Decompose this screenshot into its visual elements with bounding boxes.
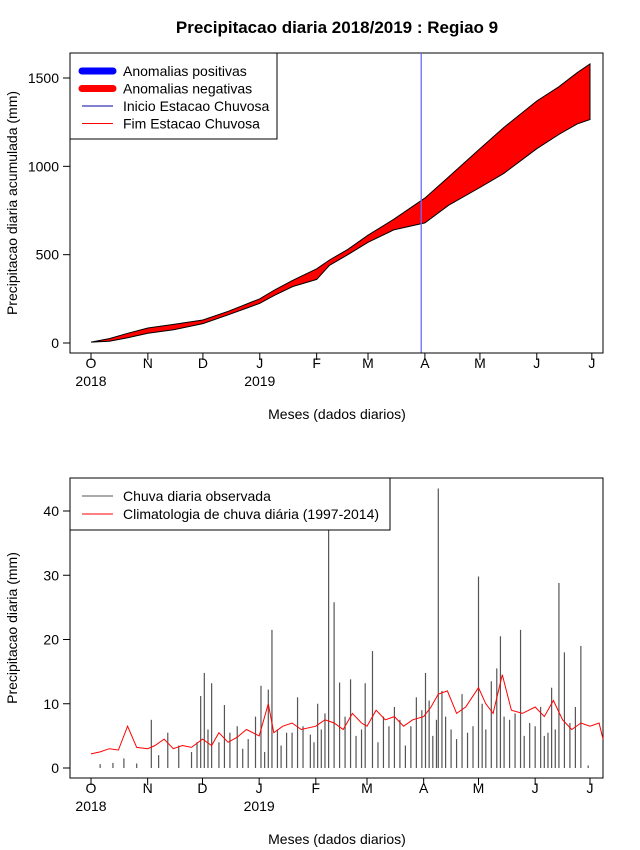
climatology-line-group xyxy=(90,674,604,755)
negative-anomaly-area xyxy=(90,62,591,343)
top-x-axis: O N D J F M A M J J 2018 2019 xyxy=(75,352,595,389)
top-panel: 0 500 1000 1500 O N D J F M A M J J 2018 2019 Precipit… xyxy=(4,52,604,422)
top-year-label: 2018 xyxy=(75,373,106,389)
top-y-axis: 0 500 1000 1500 xyxy=(28,70,71,351)
top-year-label: 2019 xyxy=(244,373,275,389)
bottom-year-label: 2018 xyxy=(75,798,106,814)
bottom-y-tick-label: 20 xyxy=(43,632,59,648)
top-x-tick-label: N xyxy=(143,355,153,371)
top-legend: Anomalias positivas Anomalias negativasIn… xyxy=(69,52,278,140)
bottom-x-axis-label: Meses (dados diarios) xyxy=(268,831,406,847)
bottom-y-axis: 0 10 20 30 40 xyxy=(43,503,71,776)
bottom-x-tick-label: M xyxy=(473,780,485,796)
top-y-tick-label: 1000 xyxy=(28,158,59,174)
top-y-tick-label: 1500 xyxy=(28,70,59,86)
top-x-tick-label: J xyxy=(588,355,595,371)
bottom-x-tick-label: M xyxy=(361,780,373,796)
bottom-panel: 0 10 20 30 40 O N D J F M A M J J 2018 2019 Precipitaca… xyxy=(4,477,604,847)
top-legend-label: Anomalias positivas xyxy=(123,63,247,79)
top-x-axis-label: Meses (dados diarios) xyxy=(268,406,406,422)
top-x-tick-label: J xyxy=(533,355,540,371)
bottom-x-tick-label: J xyxy=(587,780,594,796)
bottom-x-tick-label: J xyxy=(256,780,263,796)
top-x-tick-label: O xyxy=(86,355,97,371)
bottom-legend-box xyxy=(69,477,391,531)
top-x-tick-label: D xyxy=(198,355,208,371)
observed-bars-group xyxy=(99,488,589,768)
top-legend-label: Fim Estacao Chuvosa xyxy=(123,116,260,132)
anomaly-area-group xyxy=(90,53,591,353)
top-x-tick-label: F xyxy=(312,355,321,371)
top-y-axis-label: Precipitacao diaria acumulada (mm) xyxy=(4,91,20,315)
bottom-x-axis: O N D J F M A M J J 2018 2019 xyxy=(75,777,594,814)
bottom-x-tick-label: D xyxy=(197,780,207,796)
bottom-legend-label: Chuva diaria observada xyxy=(123,488,271,504)
top-x-tick-label: M xyxy=(362,355,374,371)
bottom-x-tick-label: A xyxy=(419,780,429,796)
bottom-x-tick-label: J xyxy=(532,780,539,796)
chart-title: Precipitacao diaria 2018/2019 : Regiao 9 xyxy=(176,18,498,37)
top-legend-label: Anomalias negativas xyxy=(123,81,252,97)
top-x-tick-label: A xyxy=(420,355,430,371)
top-x-tick-label: M xyxy=(474,355,486,371)
bottom-x-tick-label: F xyxy=(312,780,321,796)
top-y-tick-label: 0 xyxy=(51,335,59,351)
climatology-line xyxy=(90,674,604,755)
top-y-tick-label: 500 xyxy=(36,247,60,263)
bottom-year-label: 2019 xyxy=(244,798,275,814)
bottom-y-tick-label: 0 xyxy=(51,760,59,776)
bottom-y-axis-label: Precipitacao diaria (mm) xyxy=(4,552,20,704)
bottom-legend: Chuva diaria observada Climatologia de ch… xyxy=(69,477,391,531)
top-legend-label: Inicio Estacao Chuvosa xyxy=(123,98,270,114)
bottom-x-tick-label: O xyxy=(86,780,97,796)
bottom-y-tick-label: 30 xyxy=(43,567,59,583)
top-x-tick-label: J xyxy=(256,355,263,371)
bottom-legend-label: Climatologia de chuva diária (1997-2014) xyxy=(123,506,379,522)
bottom-y-tick-label: 10 xyxy=(43,696,59,712)
bottom-y-tick-label: 40 xyxy=(43,503,59,519)
top-legend-box xyxy=(69,52,278,140)
bottom-x-tick-label: N xyxy=(143,780,153,796)
